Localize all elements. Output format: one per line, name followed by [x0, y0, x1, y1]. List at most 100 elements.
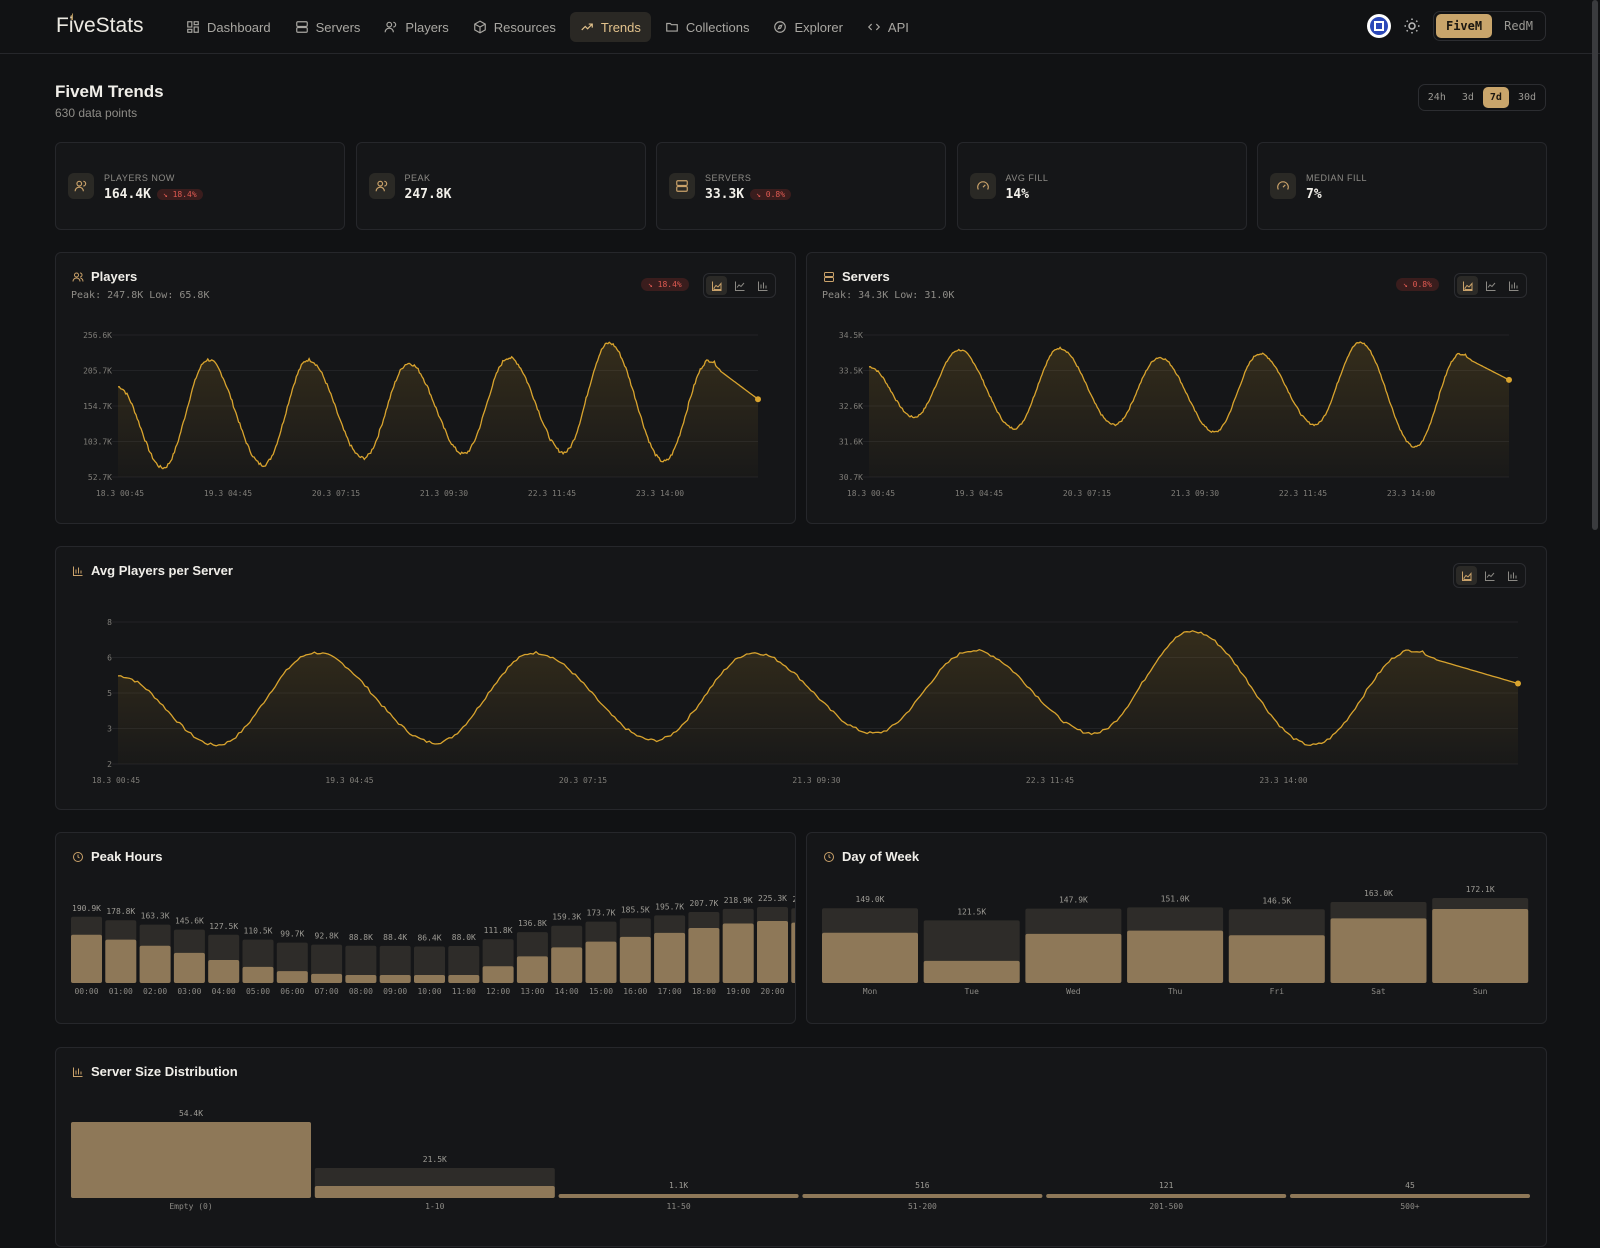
x-tick-label: 18.3 00:45 [92, 776, 140, 785]
bar-category-label: 11-50 [667, 1202, 691, 1211]
players-card: Players Peak: 247.8K Low: 65.8K ↘ 18.4% … [55, 252, 796, 524]
platform-redm[interactable]: RedM [1504, 19, 1533, 33]
clock-icon [824, 851, 834, 862]
bar[interactable] [311, 973, 343, 983]
bar[interactable] [71, 934, 102, 983]
nav-dashboard[interactable]: Dashboard [176, 12, 281, 42]
bar[interactable] [654, 932, 686, 983]
line-chart-toggle[interactable] [729, 276, 750, 295]
range-7d[interactable]: 7d [1482, 87, 1509, 108]
bar[interactable] [345, 975, 377, 983]
nav-trends[interactable]: Trends [569, 12, 651, 42]
bar-category-label: 51-200 [908, 1202, 937, 1211]
area-chart-toggle[interactable] [1457, 276, 1478, 295]
bar[interactable] [551, 947, 583, 983]
bar-value-label: 172.1K [1466, 885, 1495, 894]
bar[interactable] [822, 932, 918, 983]
user-avatar[interactable] [1366, 14, 1391, 38]
bar-value-label: 173.7K [587, 909, 616, 918]
users-icon [74, 180, 87, 192]
bar[interactable] [1025, 933, 1122, 983]
bar-track [414, 946, 445, 983]
y-tick-label: 6 [107, 654, 112, 663]
bar[interactable] [722, 923, 754, 983]
bar[interactable] [619, 936, 651, 983]
last-point[interactable] [1515, 680, 1521, 687]
theme-toggle-icon[interactable] [1403, 17, 1421, 35]
last-point[interactable] [1506, 376, 1512, 383]
bar-category-label: 16:00 [623, 987, 647, 996]
stat-icon-box [1270, 173, 1296, 199]
bar-value-label: 146.5K [1262, 896, 1291, 905]
nav-api[interactable]: API [857, 12, 919, 42]
bar[interactable] [242, 966, 274, 983]
bar-chart-toggle[interactable] [1502, 566, 1523, 585]
bar-category-label: Fri [1270, 987, 1285, 996]
area-chart-toggle[interactable] [1456, 566, 1477, 585]
y-tick-label: 52.7K [88, 473, 112, 482]
bar[interactable] [1290, 1194, 1530, 1198]
nav-explorer[interactable]: Explorer [763, 12, 852, 42]
nav-players[interactable]: Players [374, 12, 458, 42]
platform-fivem[interactable]: FiveM [1435, 14, 1493, 38]
bar[interactable] [139, 945, 171, 983]
bar[interactable] [1228, 935, 1325, 983]
bar[interactable] [791, 922, 796, 983]
bar-category-label: 11:00 [452, 987, 476, 996]
bar-category-label: 19:00 [726, 987, 750, 996]
bar[interactable] [1127, 930, 1224, 983]
page-scrollbar[interactable] [1592, 0, 1598, 530]
bar-chart-toggle[interactable] [752, 276, 773, 295]
nav-resources-label: Resources [493, 19, 556, 35]
area-fill [118, 342, 758, 477]
bar[interactable] [1432, 909, 1529, 983]
page-subtitle: 630 data points [55, 106, 138, 120]
bar[interactable] [71, 1122, 311, 1198]
bar[interactable] [585, 941, 617, 983]
bar[interactable] [379, 975, 411, 983]
bar-chart-toggle[interactable] [1503, 276, 1524, 295]
bar-chart-icon [73, 566, 83, 576]
stat-label: AVG FILL [1005, 173, 1049, 183]
x-tick-label: 21.3 09:30 [792, 776, 840, 785]
bar[interactable] [314, 1186, 555, 1198]
range-3d[interactable]: 3d [1461, 92, 1474, 103]
bar[interactable] [208, 960, 240, 983]
nav-servers[interactable]: Servers [285, 12, 371, 42]
bar[interactable] [558, 1194, 799, 1198]
nav-resources[interactable]: Resources [463, 12, 566, 42]
last-point[interactable] [755, 396, 761, 403]
area-chart-icon [711, 281, 721, 291]
bar[interactable] [448, 975, 480, 983]
bar[interactable] [105, 939, 137, 983]
nav-collections[interactable]: Collections [655, 12, 760, 42]
bar[interactable] [923, 960, 1020, 983]
x-tick-label: 23.3 14:00 [1387, 489, 1435, 498]
bar-value-label: 159.3K [552, 913, 581, 922]
bar-value-label: 221.1K [792, 895, 796, 904]
players-icon [384, 21, 397, 33]
x-tick-label: 22.3 11:45 [528, 489, 576, 498]
bar[interactable] [173, 952, 205, 983]
explorer-icon [774, 21, 787, 33]
bar-category-label: 12:00 [486, 987, 510, 996]
range-24h[interactable]: 24h [1427, 92, 1446, 103]
area-chart-toggle[interactable] [706, 276, 727, 295]
brand-logo[interactable]: ıl FiveStats [56, 12, 144, 37]
line-chart-toggle[interactable] [1480, 276, 1501, 295]
line-chart-toggle[interactable] [1479, 566, 1500, 585]
bar[interactable] [757, 921, 788, 983]
bar[interactable] [1330, 918, 1427, 983]
bar[interactable] [276, 971, 308, 983]
range-30d[interactable]: 30d [1517, 92, 1536, 103]
bar-value-label: 121.5K [957, 907, 986, 916]
stat-icon-box [669, 173, 695, 199]
y-tick-label: 5 [107, 689, 112, 698]
bar[interactable] [802, 1194, 1043, 1198]
stat-value: 14% [1005, 187, 1029, 202]
bar[interactable] [688, 928, 720, 983]
bar[interactable] [414, 975, 445, 983]
bar[interactable] [516, 956, 548, 983]
bar[interactable] [1046, 1194, 1287, 1198]
bar[interactable] [482, 966, 514, 983]
